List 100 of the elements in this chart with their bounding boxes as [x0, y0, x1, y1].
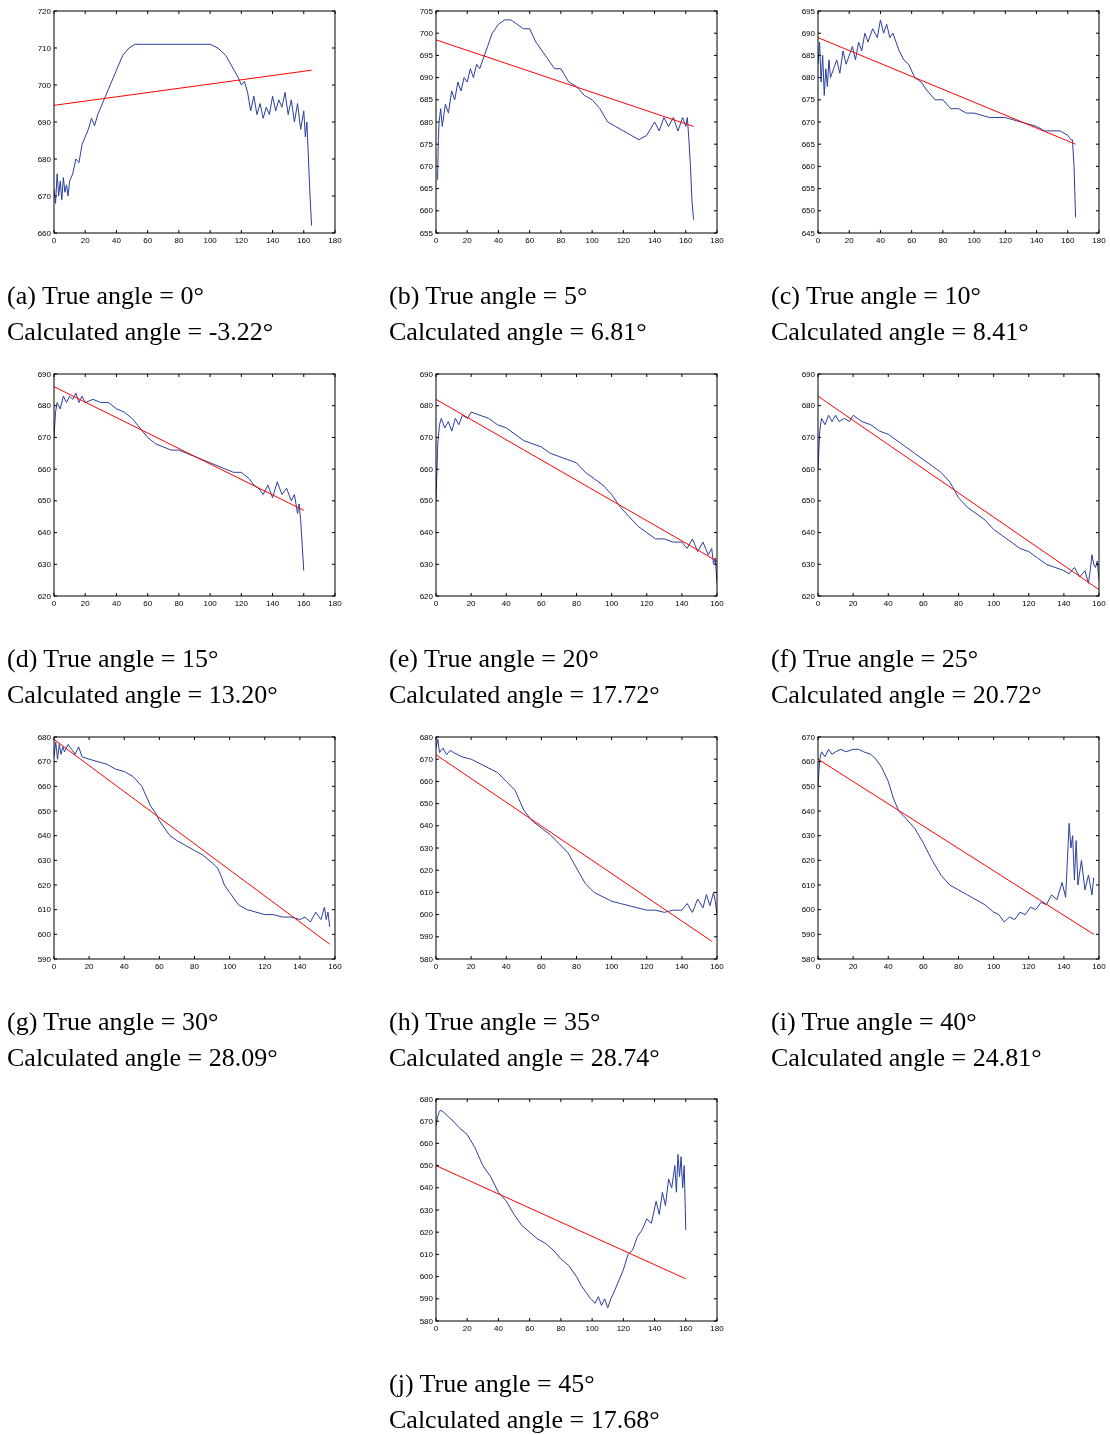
y-tick-label: 660 — [801, 161, 816, 171]
x-tick-label: 120 — [616, 1324, 631, 1333]
x-tick-label: 140 — [1057, 962, 1072, 971]
y-tick-label: 660 — [419, 206, 434, 216]
line-series — [54, 392, 305, 572]
x-tick-label: 40 — [875, 236, 886, 245]
x-tick-label: 120 — [616, 236, 631, 245]
y-tick-label: 640 — [37, 528, 52, 538]
x-tick-label: 20 — [848, 962, 859, 971]
y-tick-label: 685 — [801, 50, 816, 60]
y-tick-label: 650 — [419, 496, 434, 506]
y-tick-label: 640 — [419, 821, 434, 831]
y-tick-label: 580 — [801, 954, 816, 964]
x-tick-label: 0 — [433, 1324, 439, 1333]
x-tick-label: 20 — [848, 599, 859, 608]
y-tick-label: 695 — [419, 50, 434, 60]
y-tick-label: 695 — [801, 6, 816, 16]
text: (c) True angle = 10° — [771, 281, 981, 310]
x-tick-label: 120 — [640, 962, 654, 971]
x-tick-label: 20 — [466, 599, 477, 608]
text: Calculated angle = 24.81° — [771, 1043, 1042, 1072]
y-tick-label: 660 — [37, 781, 52, 791]
x-tick-label: 160 — [710, 962, 725, 971]
x-tick-label: 180 — [710, 236, 725, 245]
x-tick-label: 80 — [556, 1324, 566, 1333]
x-tick-label: 100 — [585, 236, 600, 245]
x-tick-label: 40 — [493, 1324, 504, 1333]
y-tick-label: 660 — [801, 757, 816, 767]
y-tick-label: 640 — [801, 806, 816, 816]
x-tick-label: 80 — [556, 236, 566, 245]
y-tick-label: 620 — [37, 591, 52, 601]
y-tick-label: 660 — [37, 228, 52, 238]
x-tick-label: 120 — [234, 599, 249, 608]
x-tick-label: 140 — [1057, 599, 1072, 608]
x-tick-label: 80 — [190, 962, 200, 971]
y-tick-label: 620 — [419, 591, 434, 601]
x-tick-label: 140 — [675, 599, 690, 608]
x-tick-label: 140 — [265, 236, 280, 245]
y-tick-label: 670 — [801, 432, 816, 442]
text: Calculated angle = 28.09° — [7, 1043, 278, 1072]
y-tick-label: 690 — [419, 73, 434, 83]
x-tick-label: 140 — [1029, 236, 1044, 245]
x-tick-label: 160 — [710, 599, 725, 608]
y-tick-label: 620 — [419, 865, 434, 875]
text: Calculated angle = 13.20° — [7, 680, 278, 709]
line-series — [54, 43, 313, 227]
x-tick-label: 60 — [536, 599, 547, 608]
y-tick-label: 650 — [419, 1161, 434, 1171]
y-tick-label: 650 — [801, 781, 816, 791]
y-tick-label: 680 — [801, 73, 816, 83]
x-tick-label: 80 — [572, 599, 582, 608]
line-series — [436, 1109, 687, 1309]
x-tick-label: 180 — [710, 1324, 725, 1333]
x-tick-label: 80 — [938, 236, 948, 245]
y-tick-label: 620 — [801, 591, 816, 601]
x-tick-label: 160 — [328, 962, 343, 971]
y-tick-label: 660 — [419, 464, 434, 474]
x-tick-label: 40 — [501, 599, 512, 608]
y-tick-label: 650 — [37, 806, 52, 816]
y-tick-label: 680 — [419, 117, 434, 127]
text: Calculated angle = 17.72° — [389, 680, 660, 709]
y-tick-label: 670 — [37, 757, 52, 767]
x-tick-label: 40 — [493, 236, 504, 245]
x-tick-label: 20 — [80, 236, 91, 245]
x-tick-label: 100 — [585, 1324, 600, 1333]
x-tick-label: 60 — [918, 599, 929, 608]
x-tick-label: 100 — [604, 962, 619, 971]
y-tick-label: 620 — [419, 1227, 434, 1237]
x-tick-label: 0 — [51, 599, 57, 608]
x-tick-label: 0 — [51, 962, 57, 971]
x-tick-label: 0 — [815, 236, 821, 245]
y-tick-label: 660 — [419, 776, 434, 786]
x-tick-label: 160 — [679, 236, 693, 245]
y-tick-label: 675 — [419, 139, 434, 149]
y-tick-label: 675 — [801, 95, 816, 105]
x-tick-label: 40 — [111, 236, 122, 245]
y-tick-label: 670 — [801, 732, 816, 742]
y-tick-label: 670 — [419, 432, 434, 442]
y-tick-label: 610 — [37, 905, 52, 915]
x-tick-label: 180 — [328, 599, 343, 608]
y-tick-label: 645 — [801, 228, 816, 238]
x-tick-label: 40 — [883, 962, 894, 971]
x-tick-label: 20 — [84, 962, 95, 971]
y-tick-label: 610 — [419, 1249, 434, 1259]
y-tick-label: 700 — [37, 80, 52, 90]
y-tick-label: 590 — [419, 932, 434, 942]
text: (h) True angle = 35° — [389, 1007, 601, 1036]
y-tick-label: 650 — [801, 496, 816, 506]
y-tick-label: 655 — [419, 228, 434, 238]
y-tick-label: 690 — [37, 117, 52, 127]
y-tick-label: 655 — [801, 184, 816, 194]
x-tick-label: 80 — [174, 236, 184, 245]
y-tick-label: 630 — [419, 843, 434, 853]
y-tick-label: 660 — [419, 1138, 434, 1148]
x-tick-label: 60 — [525, 1324, 535, 1333]
y-tick-label: 670 — [419, 161, 434, 171]
text: Calculated angle = 8.41° — [771, 317, 1029, 346]
y-tick-label: 680 — [801, 401, 816, 411]
x-tick-label: 100 — [986, 962, 1001, 971]
y-tick-label: 670 — [37, 432, 52, 442]
